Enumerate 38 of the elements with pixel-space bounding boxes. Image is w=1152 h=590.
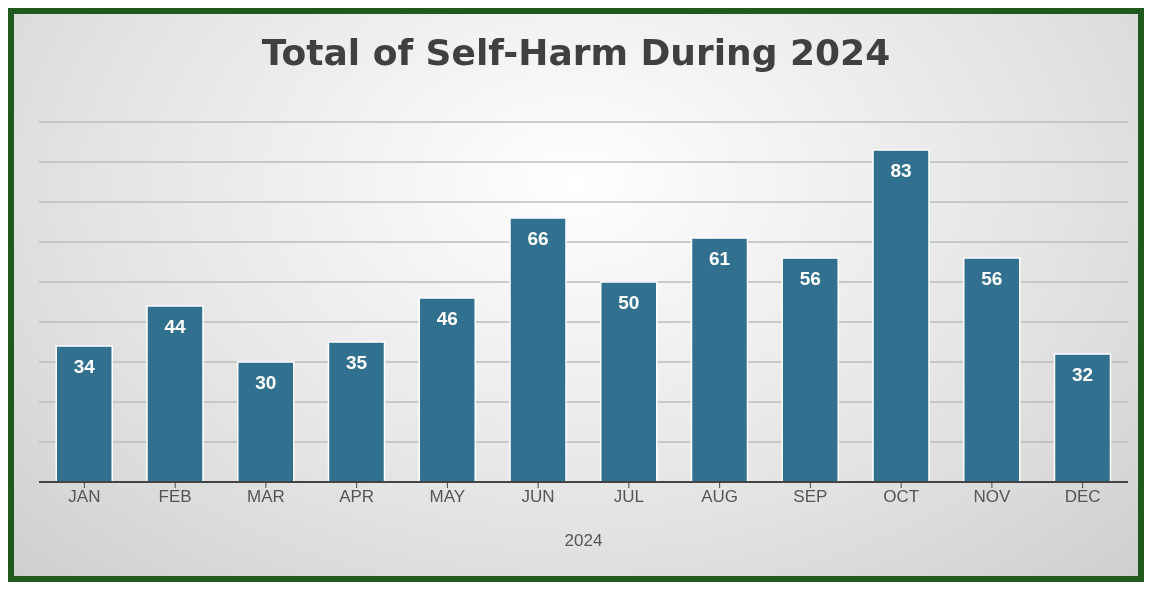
bar [327,341,386,482]
data-label: 66 [527,228,549,250]
bar [962,257,1021,482]
x-tick-label: MAR [246,487,285,507]
bar [55,345,113,482]
bar [872,149,930,482]
bar [509,217,567,482]
x-tick-label: AUG [701,487,739,507]
bar [418,297,476,482]
x-tick-label: JAN [68,487,101,507]
data-label: 34 [73,356,96,378]
x-tick-label: JUL [613,487,644,507]
bar [236,361,295,482]
bar [781,257,839,482]
data-label: 46 [436,308,458,330]
bar [599,281,658,482]
data-label: 44 [164,316,186,338]
x-tick-label: MAY [429,487,466,507]
x-tick-label: DEC [1064,487,1101,507]
x-tick-label: JUN [521,487,555,507]
x-tick-label: FEB [158,487,192,507]
data-label: 61 [708,248,731,270]
x-axis-title: 2024 [564,531,603,550]
x-tick-label: OCT [883,487,920,507]
bar [1053,353,1112,482]
x-tick-label: APR [339,487,375,507]
data-label: 30 [255,372,277,394]
chart-title: Total of Self-Harm During 2024 [260,31,892,75]
data-label: 35 [345,352,368,374]
data-label: 32 [1071,364,1094,386]
x-tick-label: NOV [973,487,1011,507]
bar [690,237,749,482]
data-label: 56 [981,268,1003,290]
data-label: 83 [890,160,912,182]
data-label: 56 [799,268,821,290]
data-label: 50 [618,292,640,314]
x-tick-label: SEP [793,487,828,507]
bar [146,305,204,482]
